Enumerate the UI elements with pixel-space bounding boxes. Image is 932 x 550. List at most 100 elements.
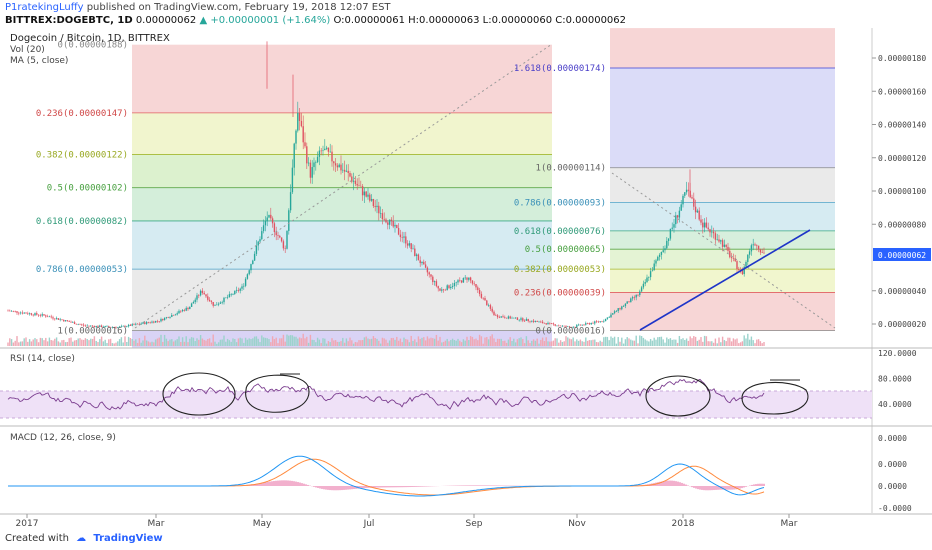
candle-body [91,325,94,327]
candle-body [738,268,740,271]
candle-body [486,300,488,306]
candle-body [630,298,632,303]
candle-body [718,239,720,242]
candle-body [761,252,763,253]
ohlc-values: O:0.00000061 H:0.00000063 L:0.00000060 C… [333,15,627,26]
candle-body [293,143,295,168]
fib-guide-left[interactable] [134,43,553,329]
candle-body [644,282,646,284]
annotation-circles[interactable] [162,372,809,417]
rsi-tick-label: 80.0000 [878,375,912,384]
macd-hist-bar [319,486,321,489]
candle-body [754,244,756,246]
footer-brand[interactable]: TradingView [93,533,163,544]
candle-body [590,322,592,325]
volume-bar [540,339,542,346]
volume-bar [653,337,655,346]
chart-canvas[interactable]: 0.236(0.00000147) 0.382(0.00000122) 0.5(0.… [0,28,932,533]
volume-bar [455,340,457,346]
volume-bar [421,337,423,346]
macd-hist-bar [723,486,725,490]
candle-body [383,219,385,220]
volume-bar [747,333,749,346]
volume-bar [561,341,564,346]
time-axis[interactable]: 2017 Mar May Jul Sep Nov 2018 Mar [16,514,798,529]
macd-hist-bar [759,483,761,486]
candle-body [469,277,472,281]
volume-bar [482,343,484,346]
candle-body [46,316,49,318]
volume-bar [700,337,702,346]
macd-hist-bar [343,486,345,490]
volume-bar [210,342,213,346]
volume-bar [752,340,754,346]
volume-bar [264,337,267,346]
candle-body [39,315,42,316]
last-price-badge: 0.00000062 [873,248,931,261]
volume-bar [100,336,103,346]
volume-bar [176,339,178,346]
candle-body [52,317,54,319]
candle-body [70,321,72,323]
volume-bar [588,340,591,346]
candle-body [252,260,254,265]
candle-body [594,321,596,324]
volume-bar [576,339,578,346]
candle-body [495,315,497,316]
volume-bar [235,342,238,346]
candle-body [478,289,481,294]
volume-bar [432,338,434,346]
time-tick-label: 2018 [672,519,695,529]
volume-bar [484,337,486,346]
candle-body [426,267,429,273]
macd-hist-bar [743,486,745,488]
candle-body [95,325,97,327]
candle-body [275,232,277,236]
volume-bar [702,341,704,346]
trend-line[interactable] [639,229,811,331]
candle-body [273,223,276,233]
candle-body [203,292,205,295]
volume-bar [153,342,155,346]
macd-hist-bar [669,480,671,486]
author-link[interactable]: P1ratekingLuffy [5,2,84,13]
volume-bar [574,341,576,346]
macd-hist-bar [277,480,279,486]
candle-body [334,163,337,166]
candle-body [196,295,198,300]
tradingview-logo-icon[interactable]: ☁ [76,533,87,544]
volume-bar [340,341,342,346]
fib-zone-right [610,167,835,203]
candle-body [559,325,562,327]
candle-body [316,156,319,163]
fib-zone-right [610,249,835,270]
candle-body [376,205,378,208]
candle-body [522,318,524,321]
candle-body [237,289,240,291]
candle-body [270,214,272,219]
fib-retracement-zones[interactable] [132,28,835,361]
macd-hist-bar [349,486,351,490]
volume-bar [662,339,664,346]
candle-body [745,261,747,267]
candle-body [354,180,357,184]
candle-body [63,319,65,322]
macd-hist-bar [341,486,343,491]
volume-bar [459,340,461,346]
volume-bar [462,339,465,346]
fib-guide-right[interactable] [611,172,836,329]
volume-bar [198,339,200,346]
price-axis[interactable]: 0.00000180 0.00000160 0.00000140 0.00000120… [872,54,926,329]
candle-body [513,317,515,319]
volume-bar [666,337,668,346]
volume-bar [73,340,76,346]
macd-hist-bar [731,486,733,490]
candle-body [397,228,400,235]
candle-body [725,244,727,247]
volume-bar [720,342,722,346]
time-tick-label: 2017 [16,519,39,529]
candle-body [433,281,436,283]
candle-body [138,323,141,325]
fib-label-right: 1.618(0.00000174) [514,64,606,74]
macd-hist-bar [413,486,415,487]
